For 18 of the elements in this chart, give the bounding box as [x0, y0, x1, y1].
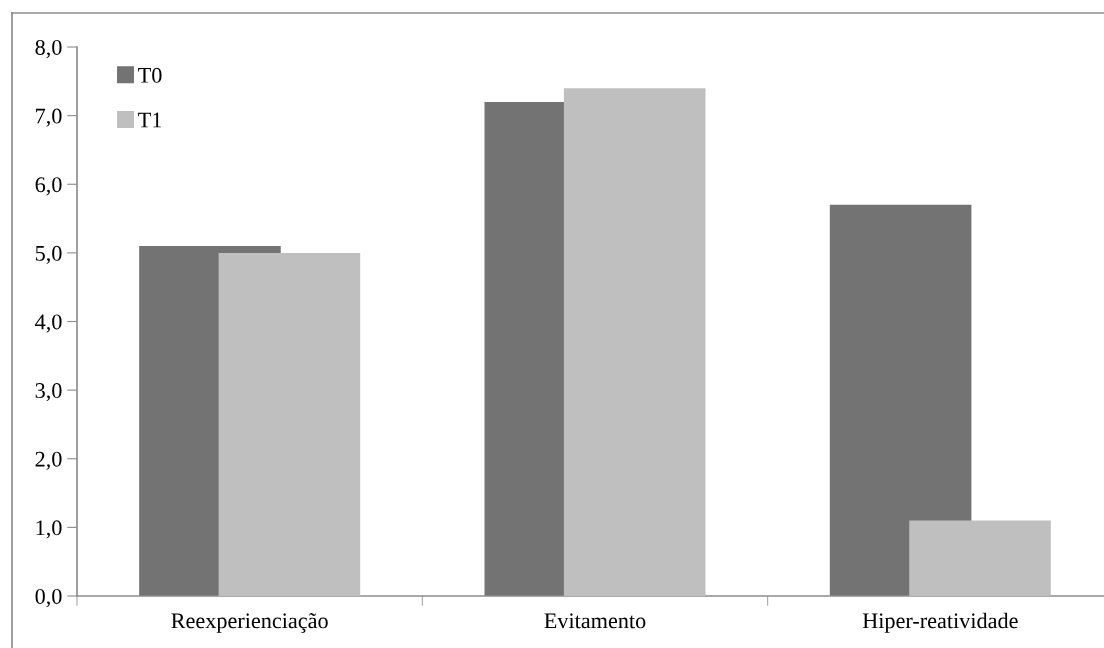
x-tick-label: Hiper-reatividade [862, 612, 1018, 633]
bar [563, 88, 706, 596]
x-tick-label: Reexperienciação [171, 613, 328, 633]
y-tick-label: 8,0 [35, 39, 62, 59]
y-tick-label: 4,0 [35, 314, 62, 333]
x-tick-label: Evitamento [544, 613, 646, 629]
legend-label: T1 [138, 112, 162, 128]
bar [829, 204, 972, 596]
legend-label: T0 [138, 67, 162, 83]
y-tick-label: 0,0 [35, 588, 62, 608]
y-tick-label: 6,0 [35, 177, 62, 196]
y-tick-label: 7,0 [36, 108, 62, 127]
bar [218, 252, 361, 596]
y-tick-label: 3,0 [35, 383, 62, 402]
bar [909, 520, 1051, 596]
y-tick-label: 2,0 [35, 451, 62, 470]
y-tick-label: 5,0 [35, 245, 62, 264]
y-tick-label: 1,0 [36, 520, 62, 539]
